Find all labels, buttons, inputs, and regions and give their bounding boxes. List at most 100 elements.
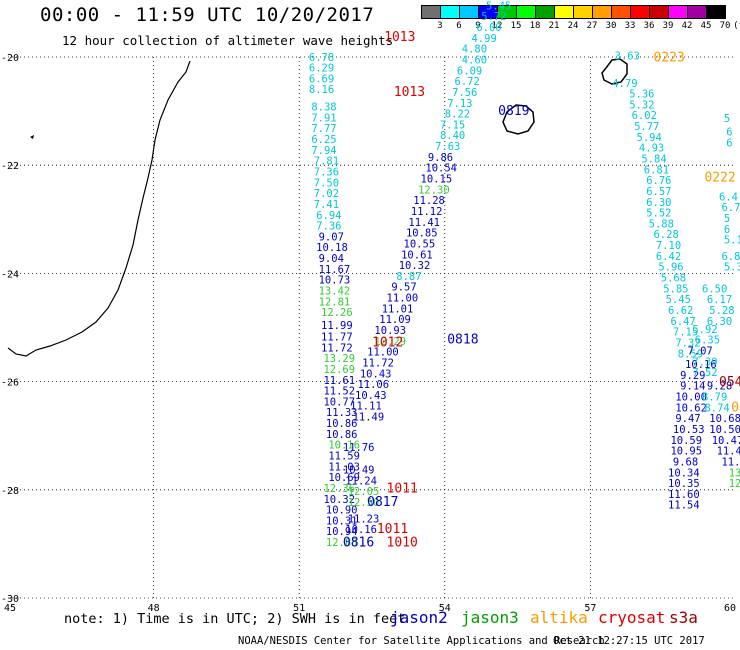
wave-height-value: 6.8 (721, 251, 740, 263)
wave-height-value: 13.29 (323, 353, 355, 365)
lat-tick-label: -30 (1, 594, 19, 605)
wave-height-value: 3.63 (615, 51, 640, 63)
page-title: 00:00 - 11:59 UTC 10/20/2017 (40, 4, 375, 26)
wave-height-value: 5.36 (629, 89, 654, 101)
wave-height-value: 6.35 (695, 335, 720, 347)
wave-height-value: 10.16 (345, 524, 377, 536)
wave-height-value: 5.68 (661, 273, 686, 285)
mauritius-island (601, 58, 628, 85)
wave-height-value: 7.81 (314, 156, 339, 168)
wave-height-value: 10.90 (326, 505, 358, 517)
wave-height-value: 6.02 (632, 110, 657, 122)
scale-label: 24 (567, 21, 579, 31)
wave-height-value: 11.11 (350, 401, 382, 413)
wave-height-value: 6.42 (656, 251, 681, 263)
wave-height-value: 5.45 (486, 0, 511, 12)
pass-time-label: 0819 (498, 104, 529, 119)
wave-height-value: 12.88 (326, 537, 358, 549)
scale-label: 42 (681, 21, 693, 31)
wave-height-value: 8.74 (704, 402, 729, 414)
lat-tick-label: -28 (1, 486, 19, 497)
wave-height-value: 4.93 (639, 143, 664, 155)
wave-height-value: 10.00 (675, 392, 707, 404)
scale-label: 6 (456, 21, 462, 31)
wave-height-value: 6.30 (646, 197, 671, 209)
satellite-name: s3a (669, 608, 698, 627)
lat-tick-label: -24 (1, 269, 19, 280)
satellite-name: cryosat (598, 608, 666, 627)
wave-height-value: 6 (724, 224, 730, 236)
wave-height-value: 6.4 (719, 191, 738, 203)
wave-height-value: 6.28 (653, 229, 678, 241)
wave-height-value: 5 (724, 113, 730, 125)
wave-height-value: 7.36 (314, 166, 339, 178)
wave-height-value: 11.76 (343, 442, 375, 454)
wave-height-value: 10.93 (374, 325, 406, 337)
wave-height-value: 10.61 (401, 249, 433, 261)
wave-height-value: 6.72 (455, 76, 480, 88)
wave-height-value: 10.95 (670, 446, 702, 458)
wave-height-value: 10.16 (328, 440, 360, 452)
wave-height-value: 10.49 (343, 465, 375, 477)
wave-height-value: 8.87 (396, 271, 421, 283)
wave-height-value: 13.42 (319, 285, 351, 297)
wave-height-value: 10.94 (326, 526, 358, 538)
wave-height-value: 12.30 (418, 184, 450, 196)
wave-height-value: 9.07 (319, 231, 344, 243)
scale-label: 30 (605, 21, 617, 31)
satellite-name: jason3 (461, 608, 519, 627)
scale-label: 21 (548, 21, 560, 31)
wave-height-value: 12.05 (348, 486, 380, 498)
wave-height-value: 9.04 (319, 253, 344, 265)
pass-time-labels: 1013101310120819081810110817101110100816… (343, 30, 740, 551)
wave-height-value: 11.72 (321, 342, 353, 354)
africa-coastline (7, 60, 191, 357)
wave-height-value: 12. (729, 478, 740, 490)
pass-time-label: 0 (731, 400, 739, 415)
wave-height-value: 11.77 (321, 331, 353, 343)
page-subtitle: 12 hour collection of altimeter wave hei… (62, 33, 394, 48)
lon-tick-label: 51 (293, 603, 305, 614)
wave-height-value: 9.86 (428, 152, 453, 164)
map-axis-labels: 45 48 51 54 57 60-20-22-24-26-28-30 (1, 53, 736, 614)
wave-height-value: 6.78 (309, 52, 334, 64)
scale-label: 18 (529, 21, 541, 31)
scale-label: 33 (624, 21, 636, 31)
map-grid (8, 56, 736, 599)
wave-height-value: 5.45 (666, 294, 691, 306)
wave-height-value: 11.03 (328, 461, 360, 473)
wave-height-value: 10.15 (421, 174, 453, 186)
scale-label: 15 (510, 21, 522, 31)
wave-height-value: 9.47 (675, 413, 700, 425)
scale-label: 12 (491, 21, 503, 31)
lon-tick-label: 57 (584, 603, 596, 614)
wave-height-value: 10.86 (326, 429, 358, 441)
wave-height-value: 8.38 (311, 102, 336, 114)
wave-height-value: 7.32 (675, 337, 700, 349)
wave-height-value: 6.25 (311, 134, 336, 146)
wave-height-value: 7.91 (311, 112, 336, 124)
scale-label: 27 (586, 21, 598, 31)
wave-height-value: 6.62 (668, 305, 693, 317)
wave-height-value: 9.57 (391, 282, 416, 294)
wave-height-value: 11.54 (668, 500, 700, 512)
reunion-island (502, 104, 535, 135)
wave-height-value: 12.26 (321, 307, 353, 319)
wave-height-value: 5.94 (637, 132, 662, 144)
pass-time-label: 1013 (384, 30, 415, 45)
wave-height-value: 6 (726, 126, 732, 138)
wave-height-value: 7.02 (314, 188, 339, 200)
wave-height-value: 10.55 (404, 238, 436, 250)
wave-height-value: 6.81 (644, 164, 669, 176)
scale-label: 36 (643, 21, 655, 31)
wave-height-value: 5.1 (724, 235, 740, 247)
lat-tick-label: -26 (1, 378, 19, 389)
wave-height-value: 12.29 (374, 336, 406, 348)
wave-height-value: 6.69 (309, 73, 334, 85)
wave-height-value: 11.59 (328, 451, 360, 463)
pass-time-label: 054 (719, 375, 740, 390)
wave-height-value: 10.59 (670, 435, 702, 447)
satellite-name: jason2 (390, 608, 448, 627)
wave-height-value: 12.69 (323, 364, 355, 376)
